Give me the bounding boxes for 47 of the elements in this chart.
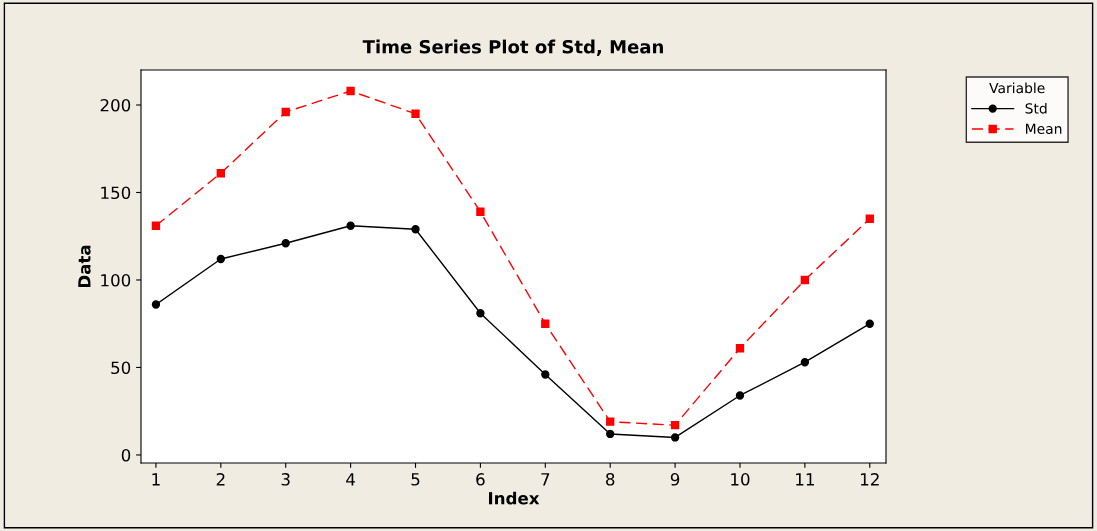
point [541, 319, 550, 328]
x-tick-label: 6 [476, 473, 485, 486]
legend-label: Mean [1026, 123, 1062, 135]
x-tick-label: 12 [861, 473, 879, 486]
y-tick-label: 200 [100, 98, 131, 112]
x-tick-label: 3 [281, 473, 290, 486]
point [606, 417, 615, 426]
point [151, 221, 161, 230]
legend-title: Variable [989, 82, 1045, 94]
y-tick-label: 150 [101, 186, 131, 200]
x-tick-label: 4 [346, 473, 355, 486]
y-tick-label: 0 [121, 448, 131, 462]
x-tick-label: 2 [216, 473, 225, 486]
point [346, 221, 355, 230]
x-tick-label: 11 [796, 473, 814, 486]
point [800, 358, 810, 367]
x-tick-label: 5 [411, 473, 420, 486]
point [606, 429, 615, 439]
point [476, 207, 485, 216]
point [346, 86, 355, 96]
point [735, 391, 745, 400]
x-tick-label: 10 [731, 473, 750, 486]
y-tick-label: 100 [101, 273, 131, 287]
point [865, 319, 874, 328]
point [735, 344, 745, 353]
x-tick-label: 9 [670, 473, 680, 486]
point [411, 225, 420, 234]
x-tick-label: 8 [606, 473, 615, 486]
point [800, 275, 810, 285]
point [281, 239, 290, 248]
legend-label: Std [1025, 102, 1047, 114]
chart-title: Time Series Plot of Std, Mean [362, 39, 663, 56]
point [216, 169, 225, 178]
point [670, 433, 680, 442]
point [151, 300, 161, 309]
point [541, 370, 550, 379]
x-axis-title: Index [489, 491, 540, 505]
point [476, 309, 485, 318]
x-tick-label: 1 [152, 473, 160, 486]
point [411, 109, 420, 118]
point [281, 107, 290, 117]
point [216, 254, 225, 264]
y-axis-title: Data [78, 245, 91, 288]
point [865, 214, 874, 223]
point [670, 421, 680, 430]
y-tick-label: 50 [111, 361, 131, 375]
x-tick-label: 7 [541, 473, 550, 486]
